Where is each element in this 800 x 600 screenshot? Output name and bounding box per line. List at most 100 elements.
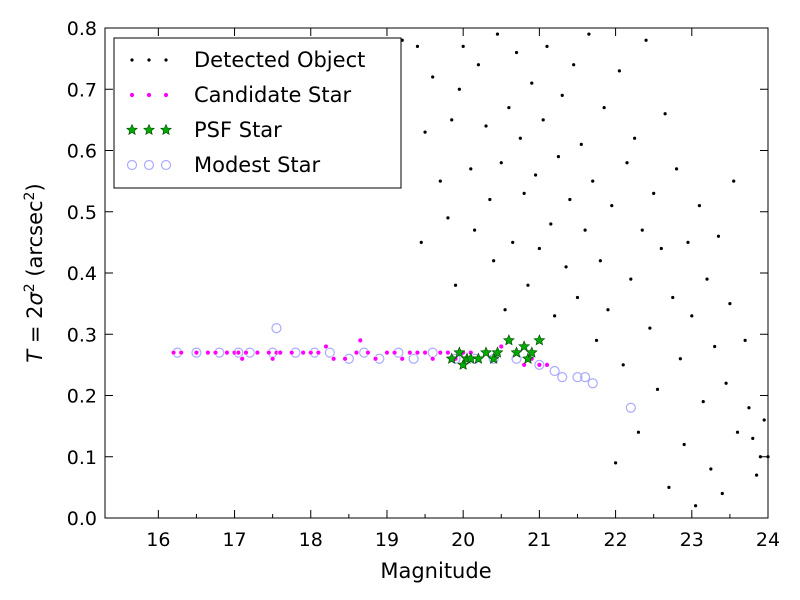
point-modest-star <box>557 372 568 383</box>
y-tick-label: 0.1 <box>67 447 97 469</box>
point-detected-object <box>652 191 656 195</box>
point-candidate-star <box>178 349 185 356</box>
legend-marker-detected-object <box>147 58 151 62</box>
point-candidate-star <box>254 349 261 356</box>
y-label-sigma: σ <box>23 292 47 306</box>
point-psf-star <box>518 340 531 352</box>
y-label-lhs: T <box>23 348 47 363</box>
legend-label-modest-star: Modest Star <box>194 153 320 177</box>
point-detected-object <box>621 363 625 367</box>
legend-marker-psf-star <box>126 123 138 136</box>
point-detected-object <box>625 161 629 165</box>
point-detected-object <box>499 161 503 165</box>
point-candidate-star <box>243 349 249 356</box>
point-detected-object <box>461 44 465 48</box>
point-candidate-star <box>170 349 177 356</box>
point-detected-object <box>762 418 766 422</box>
point-detected-object <box>572 63 576 67</box>
point-detected-object <box>636 430 641 434</box>
point-psf-star <box>453 346 466 358</box>
point-psf-star <box>525 346 538 358</box>
point-detected-object <box>747 406 751 410</box>
point-detected-object <box>602 106 606 110</box>
point-candidate-star <box>365 349 371 356</box>
point-detected-object <box>533 173 538 177</box>
point-modest-star <box>408 353 419 364</box>
y-tick-label: 0.8 <box>67 18 97 40</box>
point-detected-object <box>606 308 610 312</box>
point-detected-object <box>453 283 458 287</box>
point-candidate-star <box>235 349 242 356</box>
point-modest-star <box>572 372 583 383</box>
y-axis-label: T = 2σ2 (arcsec2) <box>22 183 47 362</box>
point-detected-object <box>503 308 507 312</box>
legend-label-candidate-star: Candidate Star <box>194 83 351 107</box>
point-detected-object <box>476 63 481 67</box>
y-tick-label: 0.7 <box>67 79 97 101</box>
legend: Detected Object Candidate Star PSF Star Mod… <box>113 37 402 189</box>
y-label-paren-close: ) <box>23 183 47 191</box>
point-detected-object <box>674 167 679 171</box>
y-tick-label: 0.0 <box>67 508 97 530</box>
point-candidate-star <box>315 349 322 356</box>
point-detected-object <box>431 75 435 79</box>
point-detected-object <box>553 314 557 318</box>
point-candidate-star <box>498 343 505 350</box>
point-detected-object <box>690 314 694 318</box>
point-detected-object <box>694 504 698 508</box>
legend-marker-detected-object <box>164 58 168 62</box>
point-candidate-star <box>212 349 219 356</box>
point-detected-object <box>457 87 461 91</box>
point-candidate-star <box>330 355 337 362</box>
x-tick-label: 23 <box>680 529 704 551</box>
point-detected-object <box>617 69 621 73</box>
point-modest-star <box>625 402 636 413</box>
point-detected-object <box>469 167 473 171</box>
point-detected-object <box>667 485 671 489</box>
point-detected-object <box>587 32 591 36</box>
x-tick-label: 18 <box>299 529 323 551</box>
point-detected-object <box>751 436 755 440</box>
point-detected-object <box>568 197 572 202</box>
point-candidate-star <box>204 349 211 356</box>
point-detected-object <box>423 130 427 134</box>
axis-ticks: 16 17 18 19 20 21 22 23 24 0.0 0.1 0.2 0.3 0.4 0.5 0.6 0… <box>67 18 780 551</box>
x-tick-label: 16 <box>146 529 170 551</box>
point-detected-object <box>659 246 663 251</box>
point-modest-star <box>324 347 335 358</box>
point-detected-object <box>511 240 515 244</box>
legend-label-psf-star: PSF Star <box>194 118 282 142</box>
point-detected-object <box>598 259 602 263</box>
point-detected-object <box>575 295 580 300</box>
point-modest-star <box>587 378 598 389</box>
point-detected-object <box>526 283 530 287</box>
point-detected-object <box>686 240 690 244</box>
point-psf-star <box>480 346 493 358</box>
point-candidate-star <box>399 355 406 362</box>
point-candidate-star <box>406 349 413 356</box>
point-psf-star <box>502 334 515 346</box>
point-detected-object <box>671 295 675 300</box>
point-detected-object <box>701 400 705 404</box>
point-detected-object <box>514 50 519 55</box>
point-detected-object <box>488 197 492 202</box>
x-tick-label: 19 <box>375 529 399 551</box>
point-detected-object <box>655 387 660 391</box>
y-label-paren-open: (arcsec <box>23 200 47 283</box>
point-candidate-star <box>193 349 200 356</box>
point-detected-object <box>678 357 682 361</box>
point-detected-object <box>583 228 587 232</box>
point-candidate-star <box>353 349 360 356</box>
legend-marker-psf-star <box>143 123 155 136</box>
point-modest-star <box>580 372 591 383</box>
point-candidate-star <box>277 349 284 356</box>
legend-marker-candidate-star <box>146 92 152 98</box>
point-candidate-star <box>521 361 528 368</box>
point-detected-object <box>633 136 637 140</box>
point-detected-object <box>438 179 442 183</box>
point-detected-object <box>579 142 583 146</box>
point-candidate-star <box>422 349 428 356</box>
point-detected-object <box>591 179 595 183</box>
point-candidate-star <box>391 349 398 356</box>
